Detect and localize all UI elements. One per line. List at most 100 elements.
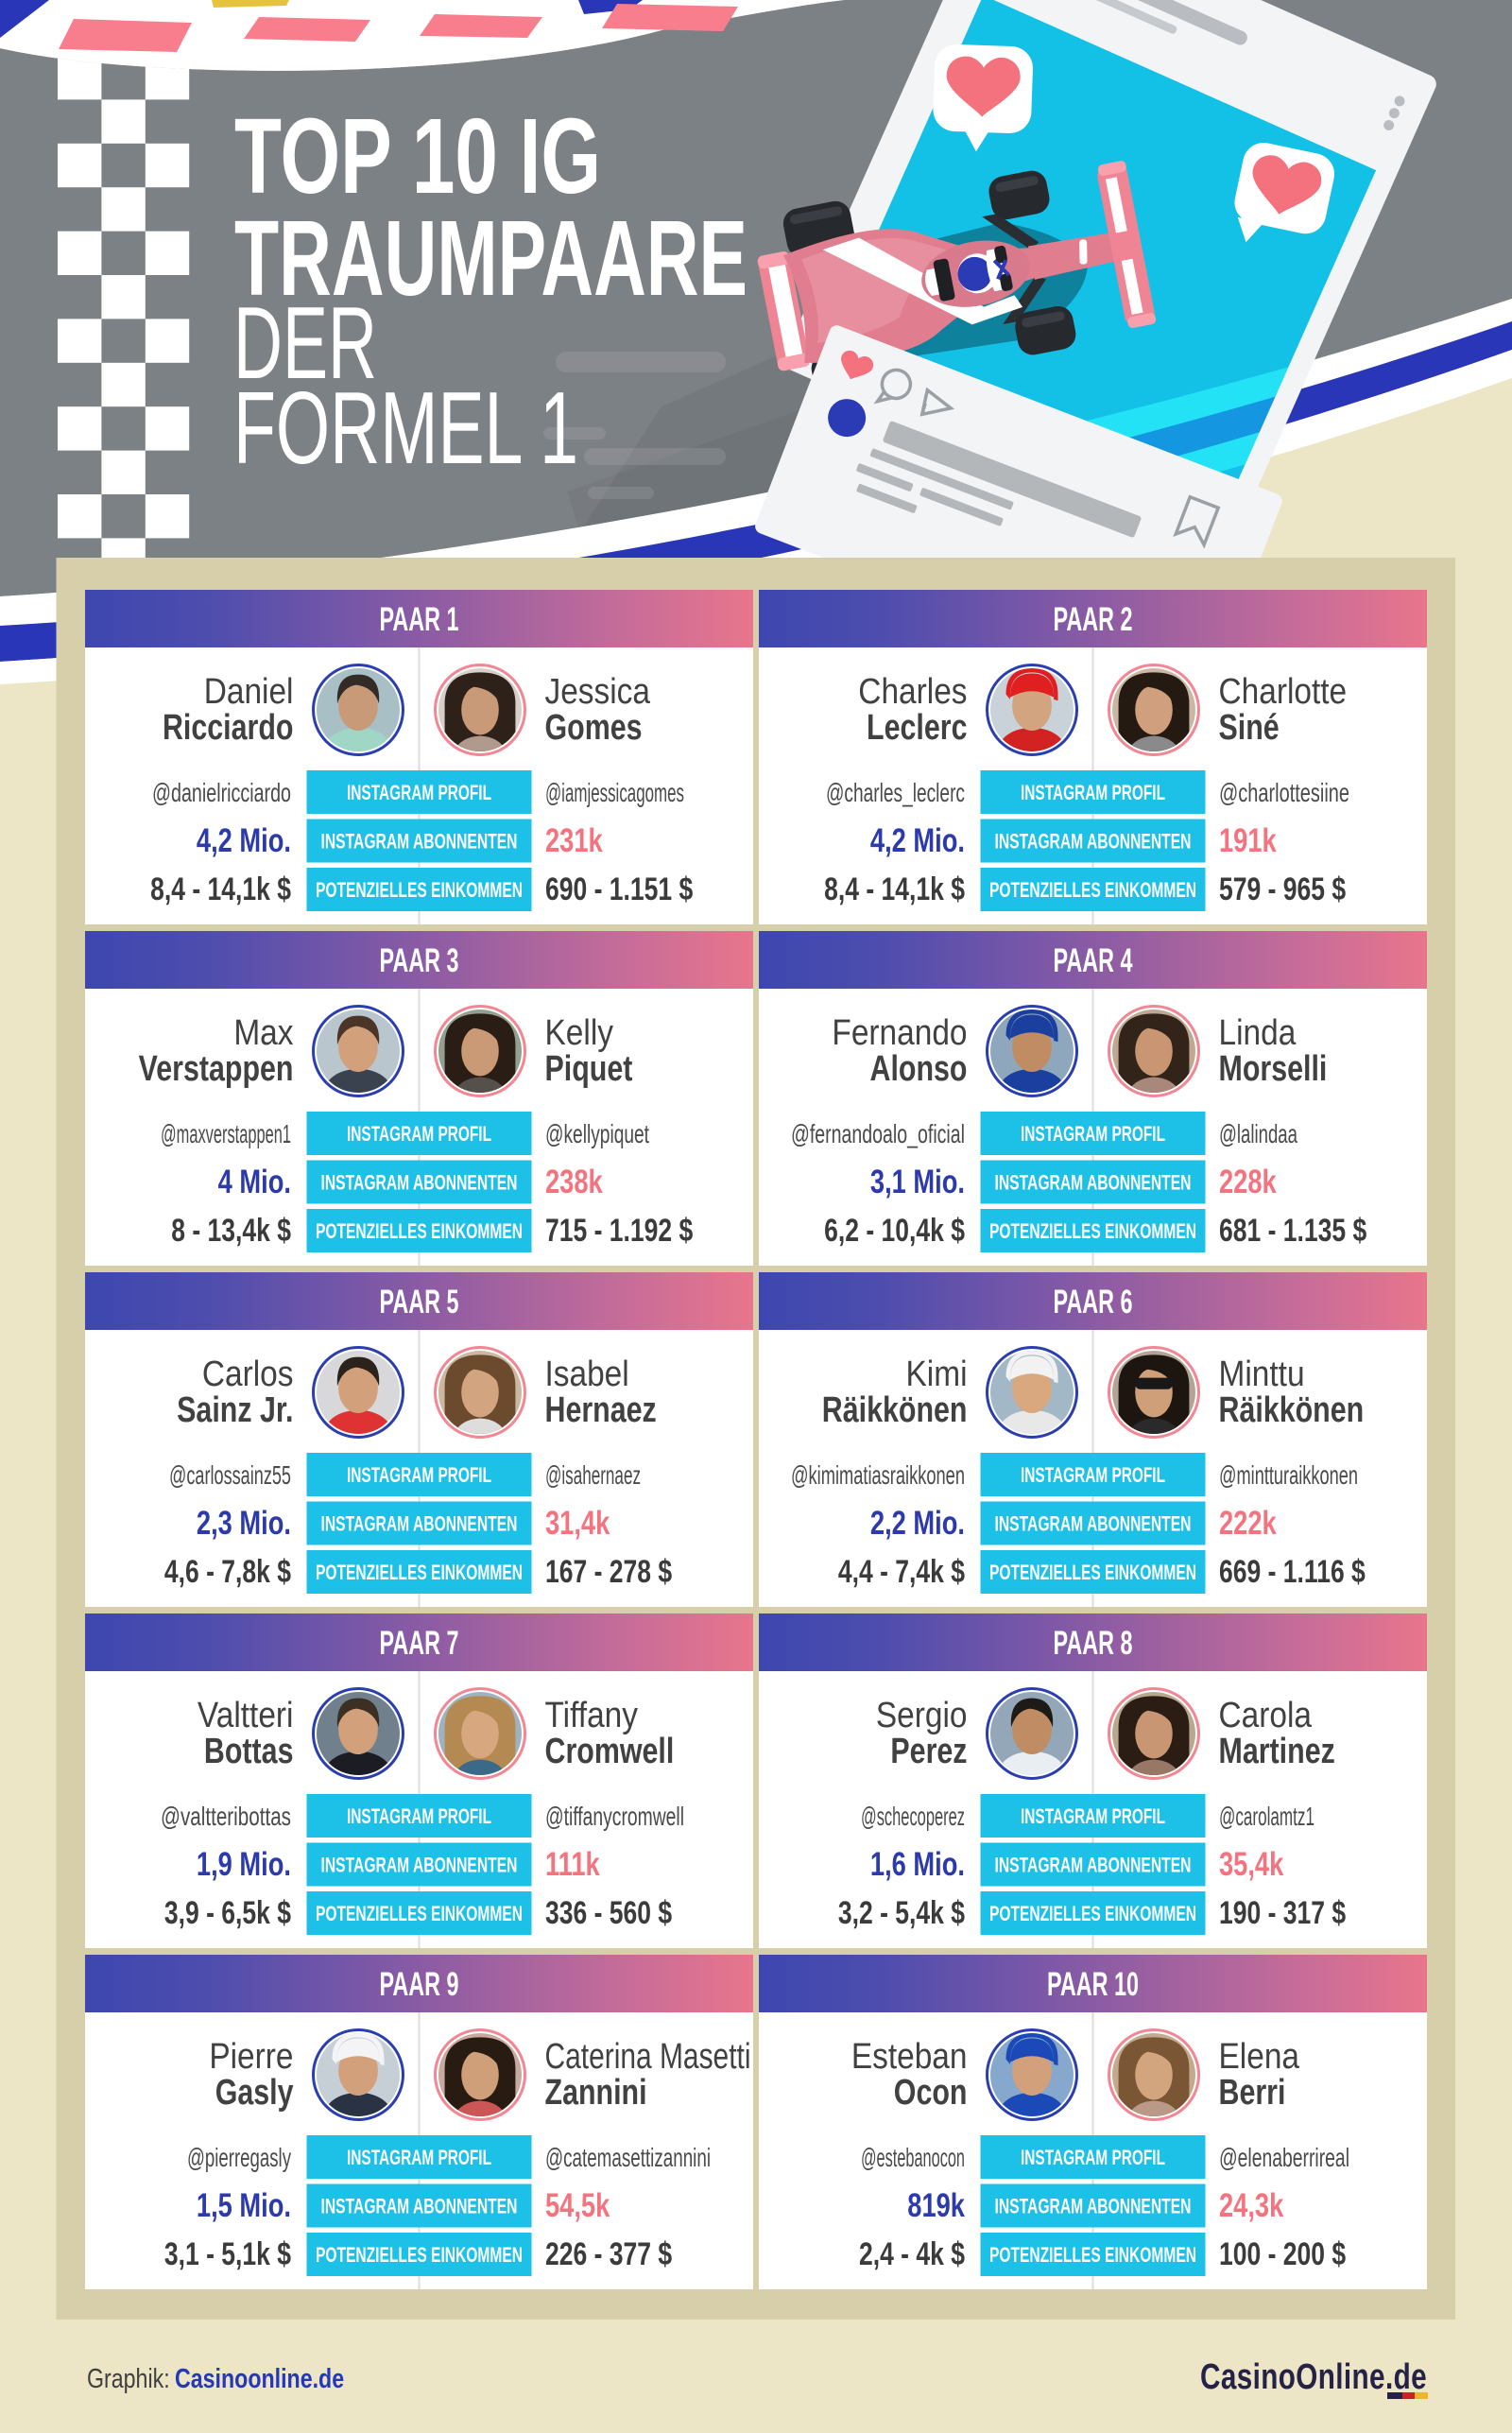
svg-text:336 - 560 $: 336 - 560 $: [545, 1895, 672, 1931]
svg-text:4,6 - 7,8k $: 4,6 - 7,8k $: [164, 1554, 291, 1590]
svg-text:Pierre: Pierre: [209, 2036, 293, 2076]
svg-text:PAAR 5: PAAR 5: [380, 1284, 459, 1320]
svg-text:POTENZIELLES EINKOMMEN: POTENZIELLES EINKOMMEN: [316, 1561, 523, 1584]
svg-text:238k: 238k: [545, 1164, 603, 1200]
svg-text:31,4k: 31,4k: [545, 1505, 610, 1542]
svg-text:8 - 13,4k $: 8 - 13,4k $: [171, 1213, 291, 1249]
svg-text:Carola: Carola: [1219, 1695, 1313, 1734]
svg-text:Fernando: Fernando: [832, 1012, 967, 1052]
svg-text:8,4 - 14,1k $: 8,4 - 14,1k $: [150, 871, 291, 907]
svg-text:PAAR 6: PAAR 6: [1054, 1284, 1133, 1320]
svg-text:INSTAGRAM ABONNENTEN: INSTAGRAM ABONNENTEN: [995, 830, 1192, 854]
svg-text:FORMEL 1: FORMEL 1: [233, 371, 578, 486]
svg-text:Jessica: Jessica: [545, 671, 651, 711]
svg-text:@carolamtz1: @carolamtz1: [1219, 1802, 1314, 1831]
svg-text:190 - 317 $: 190 - 317 $: [1219, 1895, 1346, 1931]
svg-text:POTENZIELLES EINKOMMEN: POTENZIELLES EINKOMMEN: [316, 878, 523, 902]
svg-text:INSTAGRAM PROFIL: INSTAGRAM PROFIL: [347, 781, 491, 804]
svg-text:Kimi: Kimi: [905, 1354, 967, 1393]
svg-text:Minttu: Minttu: [1219, 1354, 1305, 1393]
svg-text:PAAR 7: PAAR 7: [380, 1625, 459, 1662]
svg-text:INSTAGRAM PROFIL: INSTAGRAM PROFIL: [1021, 781, 1165, 804]
svg-text:4,2 Mio.: 4,2 Mio.: [197, 822, 291, 859]
svg-text:Sergio: Sergio: [876, 1695, 968, 1734]
svg-text:Zannini: Zannini: [545, 2073, 647, 2113]
svg-text:Linda: Linda: [1219, 1012, 1297, 1052]
svg-text:3,9 - 6,5k $: 3,9 - 6,5k $: [164, 1895, 291, 1931]
svg-text:100 - 200 $: 100 - 200 $: [1219, 2236, 1346, 2272]
svg-text:2,4 - 4k $: 2,4 - 4k $: [859, 2236, 965, 2272]
svg-text:@schecoperez: @schecoperez: [861, 1802, 965, 1831]
svg-text:Esteban: Esteban: [851, 2036, 968, 2076]
svg-text:INSTAGRAM PROFIL: INSTAGRAM PROFIL: [1021, 1804, 1165, 1828]
svg-text:DER: DER: [233, 285, 377, 401]
svg-text:PAAR 9: PAAR 9: [380, 1966, 459, 2003]
svg-text:POTENZIELLES EINKOMMEN: POTENZIELLES EINKOMMEN: [316, 1902, 523, 1925]
svg-text:@tiffanycromwell: @tiffanycromwell: [545, 1802, 684, 1831]
svg-text:@valtteribottas: @valtteribottas: [161, 1802, 291, 1831]
svg-text:4 Mio.: 4 Mio.: [218, 1164, 291, 1200]
svg-text:@isahernaez: @isahernaez: [545, 1460, 641, 1490]
svg-text:54,5k: 54,5k: [545, 2187, 610, 2224]
svg-text:@mintturaikkonen: @mintturaikkonen: [1219, 1460, 1358, 1490]
svg-text:1,5 Mio.: 1,5 Mio.: [197, 2187, 291, 2224]
svg-text:Kelly: Kelly: [545, 1012, 614, 1052]
svg-text:Morselli: Morselli: [1219, 1049, 1328, 1089]
svg-text:INSTAGRAM ABONNENTEN: INSTAGRAM ABONNENTEN: [995, 1171, 1192, 1195]
svg-text:Ocon: Ocon: [894, 2073, 968, 2113]
svg-text:INSTAGRAM ABONNENTEN: INSTAGRAM ABONNENTEN: [321, 1512, 518, 1536]
svg-text:4,4 - 7,4k $: 4,4 - 7,4k $: [838, 1554, 965, 1590]
svg-text:Casinoonline.de: Casinoonline.de: [175, 2362, 344, 2393]
svg-text:579 - 965 $: 579 - 965 $: [1219, 871, 1346, 907]
svg-text:819k: 819k: [907, 2187, 965, 2224]
svg-text:@estebanocon: @estebanocon: [861, 2143, 965, 2172]
svg-text:Bottas: Bottas: [204, 1732, 294, 1771]
svg-text:Gomes: Gomes: [545, 708, 643, 748]
svg-text:INSTAGRAM ABONNENTEN: INSTAGRAM ABONNENTEN: [321, 1171, 518, 1195]
svg-text:PAAR 4: PAAR 4: [1054, 942, 1133, 979]
svg-text:Leclerc: Leclerc: [867, 708, 967, 748]
svg-text:Räikkönen: Räikkönen: [822, 1390, 968, 1430]
svg-text:@elenaberrireal: @elenaberrireal: [1219, 2143, 1349, 2172]
svg-text:@carlossainz55: @carlossainz55: [169, 1460, 291, 1490]
svg-text:Ricciardo: Ricciardo: [163, 708, 294, 748]
svg-text:INSTAGRAM PROFIL: INSTAGRAM PROFIL: [347, 1122, 491, 1146]
svg-text:INSTAGRAM ABONNENTEN: INSTAGRAM ABONNENTEN: [995, 2195, 1192, 2218]
svg-text:@maxverstappen1: @maxverstappen1: [161, 1119, 291, 1148]
svg-text:@catemasettizannini: @catemasettizannini: [545, 2143, 711, 2172]
svg-text:PAAR 3: PAAR 3: [380, 942, 459, 979]
svg-text:Berri: Berri: [1219, 2073, 1286, 2113]
svg-text:POTENZIELLES EINKOMMEN: POTENZIELLES EINKOMMEN: [989, 1561, 1196, 1584]
svg-text:Hernaez: Hernaez: [545, 1390, 657, 1430]
svg-text:Perez: Perez: [890, 1732, 967, 1771]
svg-text:Sainz Jr.: Sainz Jr.: [177, 1390, 293, 1430]
svg-text:TRAUMPAARE: TRAUMPAARE: [234, 198, 747, 318]
svg-text:Cromwell: Cromwell: [545, 1732, 675, 1771]
svg-text:226 - 377 $: 226 - 377 $: [545, 2236, 672, 2272]
svg-text:INSTAGRAM PROFIL: INSTAGRAM PROFIL: [1021, 2146, 1165, 2169]
svg-text:681 - 1.135 $: 681 - 1.135 $: [1219, 1213, 1366, 1249]
svg-text:POTENZIELLES EINKOMMEN: POTENZIELLES EINKOMMEN: [989, 2243, 1196, 2267]
svg-text:PAAR 1: PAAR 1: [380, 601, 459, 638]
svg-text:@charlottesiine: @charlottesiine: [1219, 778, 1349, 807]
svg-text:8,4 - 14,1k $: 8,4 - 14,1k $: [824, 871, 965, 907]
svg-text:@pierregasly: @pierregasly: [187, 2143, 291, 2172]
svg-text:Caterina Masetti: Caterina Masetti: [545, 2037, 751, 2077]
svg-text:@charles_leclerc: @charles_leclerc: [826, 778, 965, 807]
svg-text:TOP 10 IG: TOP 10 IG: [234, 96, 601, 216]
svg-text:@iamjessicagomes: @iamjessicagomes: [545, 778, 684, 807]
svg-text:Räikkönen: Räikkönen: [1219, 1390, 1365, 1430]
svg-text:INSTAGRAM ABONNENTEN: INSTAGRAM ABONNENTEN: [321, 1854, 518, 1877]
svg-text:3,1 - 5,1k $: 3,1 - 5,1k $: [164, 2236, 291, 2272]
svg-text:3,1 Mio.: 3,1 Mio.: [870, 1164, 965, 1200]
svg-text:Alonso: Alonso: [869, 1049, 967, 1089]
svg-text:231k: 231k: [545, 822, 603, 859]
svg-text:1,9 Mio.: 1,9 Mio.: [197, 1846, 291, 1883]
svg-text:Piquet: Piquet: [545, 1049, 633, 1089]
svg-text:3,2 - 5,4k $: 3,2 - 5,4k $: [838, 1895, 965, 1931]
svg-text:228k: 228k: [1219, 1164, 1277, 1200]
svg-text:Siné: Siné: [1219, 708, 1280, 748]
svg-text:Charlotte: Charlotte: [1219, 671, 1348, 711]
svg-text:669 - 1.116 $: 669 - 1.116 $: [1219, 1554, 1366, 1590]
svg-text:35,4k: 35,4k: [1219, 1846, 1284, 1883]
